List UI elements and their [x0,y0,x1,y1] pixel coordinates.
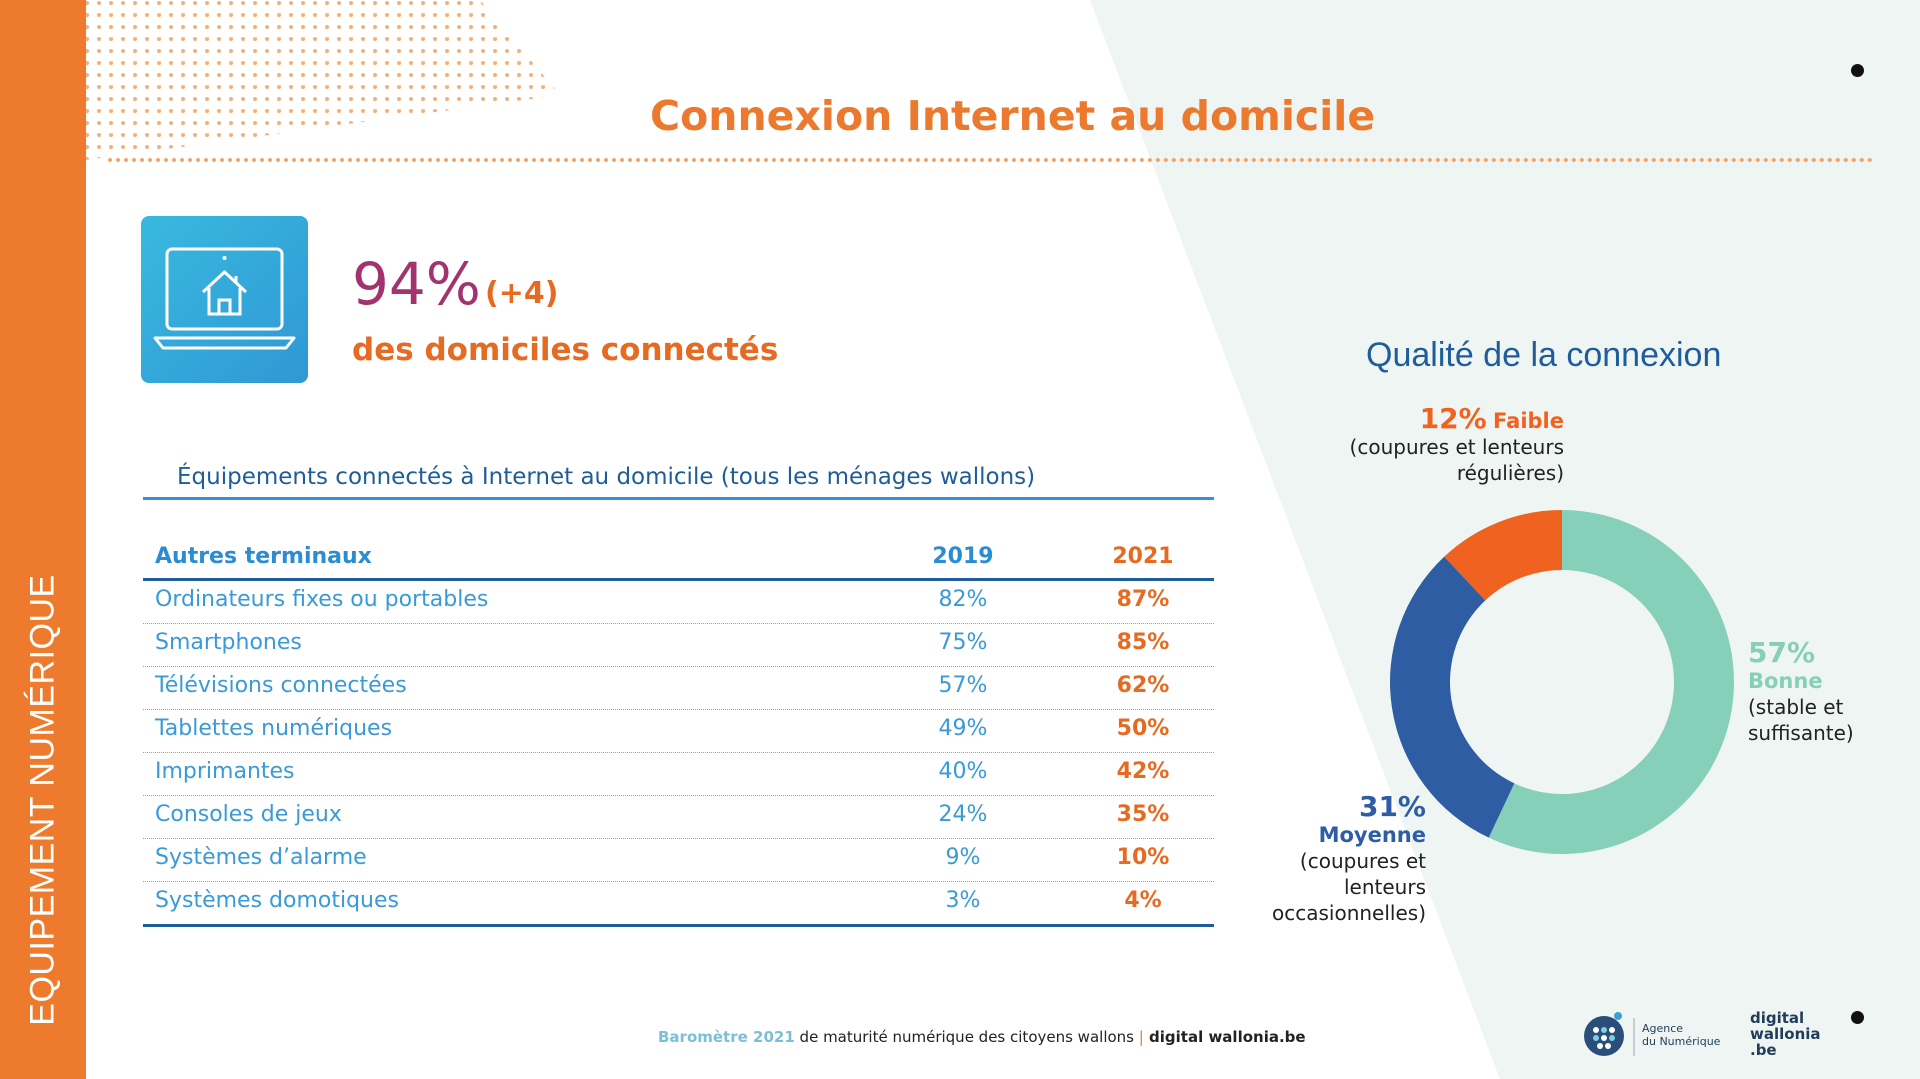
table-row: Systèmes domotiques 3% 4% [143,882,1214,927]
equipment-table: Autres terminaux 2019 2021 Ordinateurs f… [143,538,1214,927]
title-divider [108,158,1874,162]
footer-text: de maturité numérique des citoyens wallo… [794,1028,1139,1046]
faible-desc-2: régulières) [1456,461,1564,485]
faible-desc-1: (coupures et lenteurs [1349,435,1564,459]
dotted-pattern [86,0,560,160]
row-2019: 40% [938,759,988,784]
slide-bullet-bottom [1851,1011,1864,1024]
footer-barometre: Baromètre 2021 [658,1028,795,1046]
digital-wallonia-logo: digital wallonia .be [1750,1010,1821,1058]
moyenne-desc-1: (coupures et [1299,849,1426,873]
row-name: Systèmes d’alarme [155,845,367,870]
row-2019: 57% [938,673,988,698]
moyenne-percent: 31% [1358,790,1426,823]
bonne-name: Bonne [1748,669,1823,693]
table-title-rule [143,497,1214,500]
bonne-desc-2: suffisante) [1748,721,1854,745]
laptop-house-icon [141,216,308,383]
header-2021: 2021 [1112,544,1174,569]
row-2021: 50% [1116,716,1170,741]
row-2021: 87% [1116,587,1170,612]
dw-line-1: digital [1750,1009,1805,1027]
donut-slice-moyenne [1390,556,1515,838]
footer-site-link[interactable]: digital wallonia.be [1143,1028,1306,1046]
agence-line-2: du Numérique [1642,1035,1721,1048]
moyenne-name: Moyenne [1318,823,1426,847]
row-2019: 24% [938,802,988,827]
row-2021: 4% [1124,888,1162,913]
connected-homes-label: des domiciles connectés [352,332,779,368]
dw-line-2: wallonia [1750,1025,1821,1043]
row-2019: 75% [938,630,988,655]
page-title: Connexion Internet au domicile [650,92,1376,140]
connection-quality-donut [1390,510,1734,854]
header-2019: 2019 [932,544,994,569]
table-header: Autres terminaux 2019 2021 [143,538,1214,581]
agence-logo-text: Agence du Numérique [1642,1022,1720,1048]
label-bonne: 57% Bonne (stable et suffisante) [1748,639,1898,746]
table-row: Télévisions connectées 57% 62% [143,667,1214,710]
label-moyenne: 31% Moyenne (coupures et lenteurs occasi… [1220,793,1426,926]
row-name: Ordinateurs fixes ou portables [155,587,489,612]
dw-line-3: .be [1750,1041,1777,1059]
row-name: Consoles de jeux [155,802,342,827]
label-faible: 12% Faible (coupures et lenteurs réguliè… [1300,405,1564,486]
side-bar [0,0,86,1079]
row-2021: 85% [1116,630,1170,655]
table-row: Systèmes d’alarme 9% 10% [143,839,1214,882]
row-2021: 42% [1116,759,1170,784]
connected-homes-percent: 94% [352,250,481,318]
faible-percent: 12% [1419,402,1487,435]
row-name: Tablettes numériques [155,716,393,741]
row-2021: 62% [1116,673,1170,698]
agence-line-1: Agence [1642,1022,1684,1035]
row-2019: 49% [938,716,988,741]
row-name: Imprimantes [155,759,295,784]
table-row: Consoles de jeux 24% 35% [143,796,1214,839]
table-title: Équipements connectés à Internet au domi… [177,464,1036,490]
donut-title: Qualité de la connexion [1366,336,1722,374]
slide-bullet-top [1851,64,1864,77]
bonne-desc-1: (stable et [1748,695,1844,719]
donut-slice-faible [1444,510,1562,601]
row-2019: 82% [938,587,988,612]
table-row: Tablettes numériques 49% 50% [143,710,1214,753]
footer: Baromètre 2021 de maturité numérique des… [658,1028,1306,1046]
donut-slice-bonne [1488,510,1734,854]
row-name: Smartphones [155,630,302,655]
footer-separator: | [1138,1028,1144,1046]
agence-numerique-logo [1584,1012,1635,1056]
bonne-percent: 57% [1748,636,1816,669]
faible-name: Faible [1493,409,1564,433]
moyenne-desc-3: occasionnelles) [1272,901,1426,925]
table-row: Ordinateurs fixes ou portables 82% 87% [143,581,1214,624]
connected-homes-delta: (+4) [485,276,559,311]
table-row: Smartphones 75% 85% [143,624,1214,667]
row-2019: 3% [945,888,981,913]
moyenne-desc-2: lenteurs [1343,875,1426,899]
row-name: Systèmes domotiques [155,888,399,913]
side-label: EQUIPEMENT NUMÉRIQUE [23,574,62,1026]
header-terminals: Autres terminaux [155,544,372,569]
row-2021: 10% [1116,845,1170,870]
row-2019: 9% [945,845,981,870]
row-name: Télévisions connectées [155,673,407,698]
table-row: Imprimantes 40% 42% [143,753,1214,796]
row-2021: 35% [1116,802,1170,827]
